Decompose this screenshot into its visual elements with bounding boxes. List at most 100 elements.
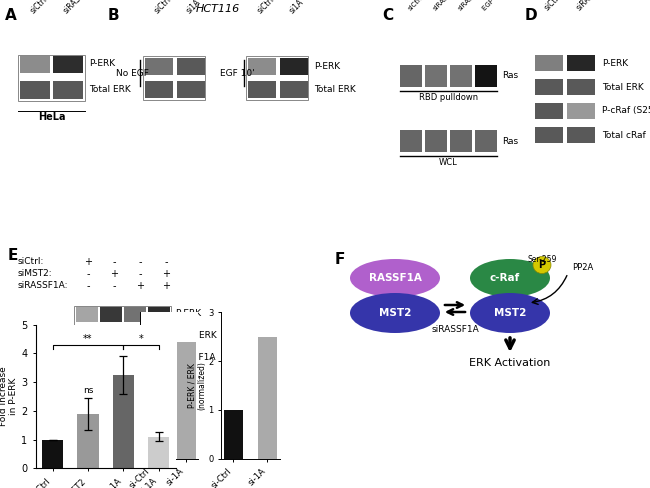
Bar [20, 81, 50, 99]
Bar [124, 350, 146, 366]
Text: WCL: WCL [439, 158, 458, 167]
Text: siCtrl: siCtrl [29, 0, 49, 15]
Bar [400, 65, 422, 87]
Bar [475, 65, 497, 87]
Bar [74, 306, 171, 390]
Text: +: + [162, 269, 170, 279]
Text: MST2: MST2 [175, 375, 200, 385]
Text: -: - [164, 257, 168, 267]
Bar [425, 65, 447, 87]
Bar [145, 58, 173, 75]
Bar [535, 79, 563, 95]
Text: siCtrl: siCtrl [407, 0, 424, 12]
Bar [100, 328, 122, 344]
Ellipse shape [350, 293, 440, 333]
Bar [280, 58, 308, 75]
Text: siMST2:: siMST2: [18, 269, 53, 279]
Bar [177, 81, 205, 98]
Bar [535, 55, 563, 71]
Bar [450, 65, 472, 87]
Bar [20, 55, 50, 73]
Bar [124, 372, 146, 388]
Text: siCtrl: siCtrl [153, 0, 174, 15]
Text: +: + [84, 257, 92, 267]
Ellipse shape [533, 257, 551, 273]
Text: ns: ns [83, 386, 93, 395]
Text: EGF 10': EGF 10' [220, 68, 255, 78]
Bar [280, 81, 308, 98]
Bar [148, 372, 170, 388]
Text: siRASSF1A: siRASSF1A [431, 325, 479, 334]
Text: -: - [138, 257, 142, 267]
Bar [76, 350, 98, 366]
Text: si1A: si1A [185, 0, 203, 15]
Bar [246, 56, 308, 100]
Text: siRASSF1A:: siRASSF1A: [18, 282, 68, 290]
Bar [100, 306, 122, 322]
Bar [76, 372, 98, 388]
Text: A: A [5, 8, 17, 23]
Bar [248, 81, 276, 98]
Text: C: C [382, 8, 393, 23]
Bar [567, 79, 595, 95]
Bar [148, 350, 170, 366]
Text: -: - [112, 281, 116, 291]
Bar [177, 342, 196, 459]
Ellipse shape [350, 259, 440, 297]
Bar [76, 306, 98, 322]
Text: E: E [8, 248, 18, 263]
Text: siRASSF1A-1: siRASSF1A-1 [432, 0, 467, 12]
Text: c-Raf: c-Raf [490, 273, 520, 283]
Bar [100, 350, 122, 366]
Text: Ras: Ras [502, 137, 518, 145]
Bar [53, 55, 83, 73]
Text: D: D [525, 8, 538, 23]
Text: P: P [538, 260, 545, 270]
Y-axis label: P-ERK / ERK
(normalized): P-ERK / ERK (normalized) [187, 361, 207, 410]
Bar [258, 337, 277, 459]
Text: -: - [138, 269, 142, 279]
Text: P-ERK: P-ERK [314, 62, 340, 71]
Text: +: + [162, 281, 170, 291]
Ellipse shape [470, 259, 550, 297]
Bar [148, 306, 170, 322]
Bar [53, 81, 83, 99]
Text: siCtrl: siCtrl [543, 0, 564, 12]
Y-axis label: P-ERK / ERK
(normalized): P-ERK / ERK (normalized) [106, 361, 125, 410]
Text: Ras: Ras [502, 72, 518, 81]
Text: -: - [112, 257, 116, 267]
Text: +: + [110, 269, 118, 279]
Text: siRASSF1A-4: siRASSF1A-4 [457, 0, 492, 12]
Bar [567, 103, 595, 119]
Text: HCT116: HCT116 [196, 4, 240, 14]
Bar [567, 127, 595, 143]
Text: RBD pulldown: RBD pulldown [419, 93, 478, 102]
Bar [224, 410, 242, 459]
Text: **: ** [83, 334, 93, 344]
Bar [76, 328, 98, 344]
Text: siRASSF1A: siRASSF1A [62, 0, 97, 15]
Bar [112, 375, 134, 468]
Y-axis label: Fold Increase
in P-ERK: Fold Increase in P-ERK [0, 366, 18, 427]
Text: EGF 5': EGF 5' [482, 0, 502, 12]
Text: P-ERK: P-ERK [175, 309, 201, 319]
Text: siCtrl: siCtrl [255, 0, 276, 15]
Text: B: B [108, 8, 120, 23]
Bar [124, 328, 146, 344]
Bar [148, 437, 169, 468]
Text: Total ERK: Total ERK [602, 82, 644, 92]
Bar [535, 127, 563, 143]
Text: PP2A: PP2A [572, 263, 593, 271]
Text: No EGF: No EGF [116, 68, 149, 78]
Text: Total ERK: Total ERK [89, 85, 131, 95]
Text: Total ERK: Total ERK [314, 85, 356, 94]
Text: P-ERK: P-ERK [602, 59, 628, 67]
Text: F: F [335, 252, 345, 267]
Bar [248, 58, 276, 75]
Text: Total ERK: Total ERK [175, 331, 216, 341]
Text: siRASSF1A: siRASSF1A [575, 0, 610, 12]
Text: Ser-259: Ser-259 [527, 255, 556, 264]
Bar [177, 58, 205, 75]
Bar [400, 130, 422, 152]
Text: Total cRaf: Total cRaf [602, 130, 645, 140]
